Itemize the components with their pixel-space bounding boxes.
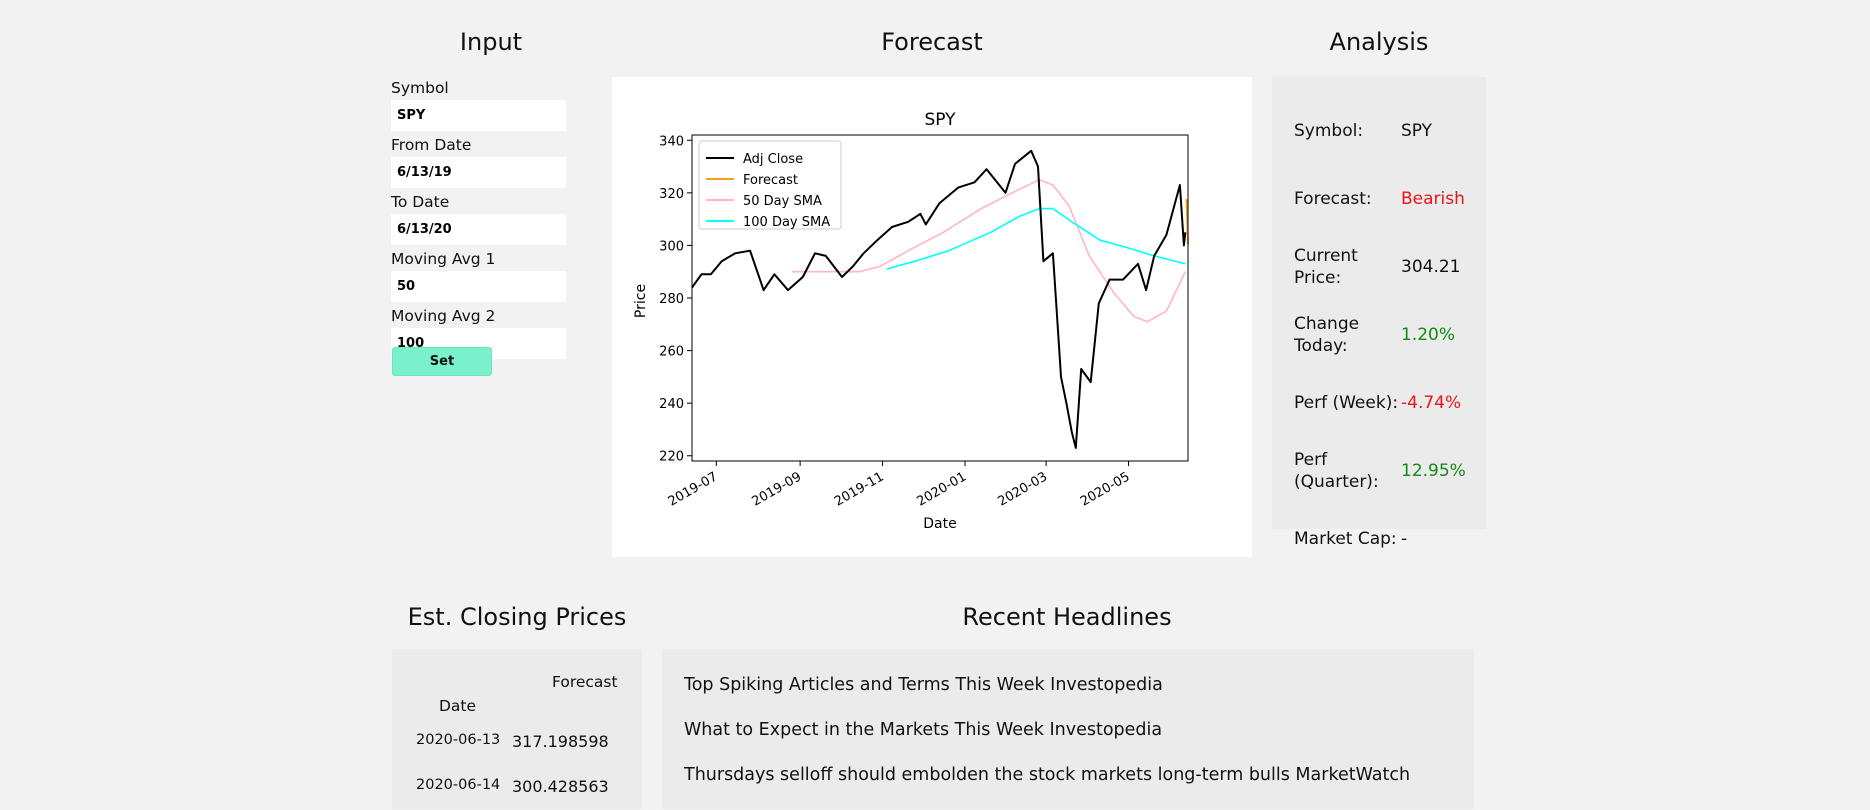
y-tick-label: 300	[659, 239, 684, 254]
table-row: 2020-06-14 300.428563	[416, 777, 609, 796]
y-tick-label: 240	[659, 397, 684, 412]
analysis-label: Perf (Week):	[1294, 393, 1399, 413]
analysis-label: Forecast:	[1294, 189, 1372, 209]
chart-axes-frame	[691, 134, 1189, 462]
analysis-value: Bearish	[1401, 189, 1465, 209]
input-header: Input	[459, 28, 523, 56]
input-panel: Symbol From Date To Date Moving Avg 1 Mo…	[391, 78, 566, 363]
y-tick-label: 320	[659, 187, 684, 202]
analysis-value: -	[1401, 529, 1408, 549]
moving-avg-1-input[interactable]	[391, 271, 566, 302]
row-date: 2020-06-14	[416, 777, 501, 793]
analysis-label: Current Price:	[1294, 246, 1358, 288]
legend-label: Adj Close	[743, 152, 803, 167]
headline-link[interactable]: What to Expect in the Markets This Week …	[684, 720, 1163, 740]
forecast-header: Forecast	[881, 28, 983, 56]
analysis-value: SPY	[1401, 121, 1433, 141]
forecast-chart: SPY Date Price 220 240 260 280 300 320 340 2019…	[612, 77, 1252, 557]
x-tick-label: 2019-11	[832, 469, 887, 509]
analysis-row: Current Price: 304.21	[1294, 233, 1486, 301]
chart-title: SPY	[924, 110, 956, 130]
est-closing-table: Forecast Date 2020-06-13 317.198598 2020…	[392, 649, 642, 809]
x-tick-label: 2019-07	[666, 469, 721, 509]
analysis-label: Perf (Quarter):	[1294, 450, 1379, 492]
x-tick-label: 2020-01	[914, 469, 969, 509]
y-tick-label: 260	[659, 345, 684, 360]
row-date: 2020-06-13	[416, 732, 501, 748]
x-tick-label: 2019-09	[750, 469, 805, 509]
y-tick-label: 280	[659, 292, 684, 307]
moving-avg-2-label: Moving Avg 2	[391, 307, 496, 325]
row-value: 317.198598	[512, 732, 609, 751]
analysis-label: Market Cap:	[1294, 529, 1397, 549]
analysis-row: Market Cap: -	[1294, 505, 1486, 573]
legend-box	[698, 140, 842, 230]
analysis-row: Forecast: Bearish	[1294, 165, 1486, 233]
y-tick-label: 220	[659, 450, 684, 465]
legend-label: Forecast	[743, 173, 798, 188]
symbol-label: Symbol	[391, 79, 449, 97]
chart-legend: Adj Close Forecast 50 Day SMA 100 Day SMA	[698, 140, 842, 230]
chart-ylabel: Price	[633, 284, 649, 318]
x-tick-label: 2020-05	[1078, 469, 1133, 509]
analysis-label: Change Today:	[1294, 314, 1360, 356]
chart-xlabel: Date	[923, 516, 956, 532]
to-date-input[interactable]	[391, 214, 566, 245]
analysis-value: -4.74%	[1401, 393, 1462, 413]
analysis-row: Symbol: SPY	[1294, 97, 1486, 165]
headline-link[interactable]: Top Spiking Articles and Terms This Week…	[684, 675, 1163, 695]
headline-link[interactable]: Thursdays selloff should embolden the st…	[684, 765, 1411, 785]
analysis-row: Perf (Quarter): 12.95%	[1294, 437, 1486, 505]
analysis-panel: Symbol: SPY Forecast: Bearish Current Price:…	[1272, 77, 1486, 549]
analysis-label: Symbol:	[1294, 121, 1364, 141]
analysis-value: 1.20%	[1401, 325, 1456, 345]
y-tick-label: 340	[659, 134, 684, 149]
headlines-header: Recent Headlines	[962, 603, 1172, 631]
analysis-value: 304.21	[1401, 257, 1461, 277]
set-button[interactable]: Set	[392, 347, 492, 376]
legend-label: 50 Day SMA	[743, 194, 822, 209]
table-row: 2020-06-13 317.198598	[416, 732, 609, 751]
to-date-label: To Date	[391, 193, 450, 211]
x-tick-label: 2020-03	[996, 469, 1051, 509]
forecast-column-header: Forecast	[552, 673, 618, 691]
analysis-row: Perf (Week): -4.74%	[1294, 369, 1486, 437]
series-line-adj-close	[691, 149, 1187, 449]
analysis-row: Change Today: 1.20%	[1294, 301, 1486, 369]
analysis-header: Analysis	[1329, 28, 1429, 56]
headlines-panel: Top Spiking Articles and Terms This Week…	[662, 649, 1474, 809]
moving-avg-1-label: Moving Avg 1	[391, 250, 496, 268]
est-closing-header: Est. Closing Prices	[407, 603, 627, 631]
series-line-100-day-sma	[886, 207, 1186, 270]
forecast-chart-svg: SPY Date Price 220 240 260 280 300 320 340 2019…	[633, 110, 1189, 532]
row-value: 300.428563	[512, 777, 609, 796]
date-index-header: Date	[439, 697, 477, 715]
analysis-value: 12.95%	[1401, 461, 1466, 481]
from-date-label: From Date	[391, 136, 472, 154]
legend-label: 100 Day SMA	[743, 215, 830, 230]
symbol-input[interactable]	[391, 100, 566, 131]
from-date-input[interactable]	[391, 157, 566, 188]
series-line-50-day-sma	[792, 178, 1187, 323]
